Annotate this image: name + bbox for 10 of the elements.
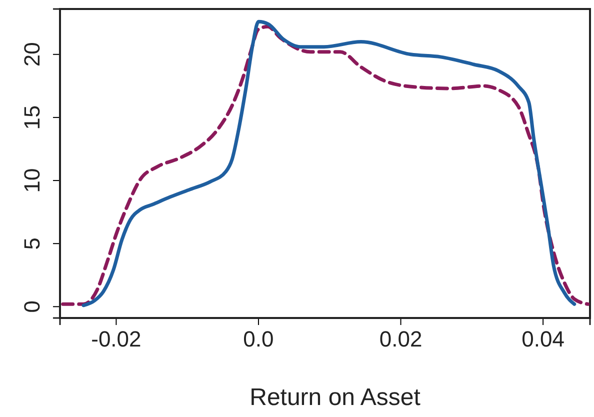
- y-tick-label: 5: [20, 237, 45, 250]
- y-tick-label: 0: [20, 300, 45, 313]
- x-axis-title: Return on Asset: [250, 384, 421, 411]
- x-tick-label: 0.04: [522, 326, 564, 352]
- x-tick-label: -0.02: [91, 326, 142, 352]
- y-tick-label: 10: [20, 168, 45, 193]
- x-tick-label: 0.0: [243, 326, 274, 352]
- y-tick-label: 15: [20, 105, 45, 130]
- x-tick-label: 0.02: [379, 326, 422, 352]
- y-tick-label: 20: [20, 42, 45, 67]
